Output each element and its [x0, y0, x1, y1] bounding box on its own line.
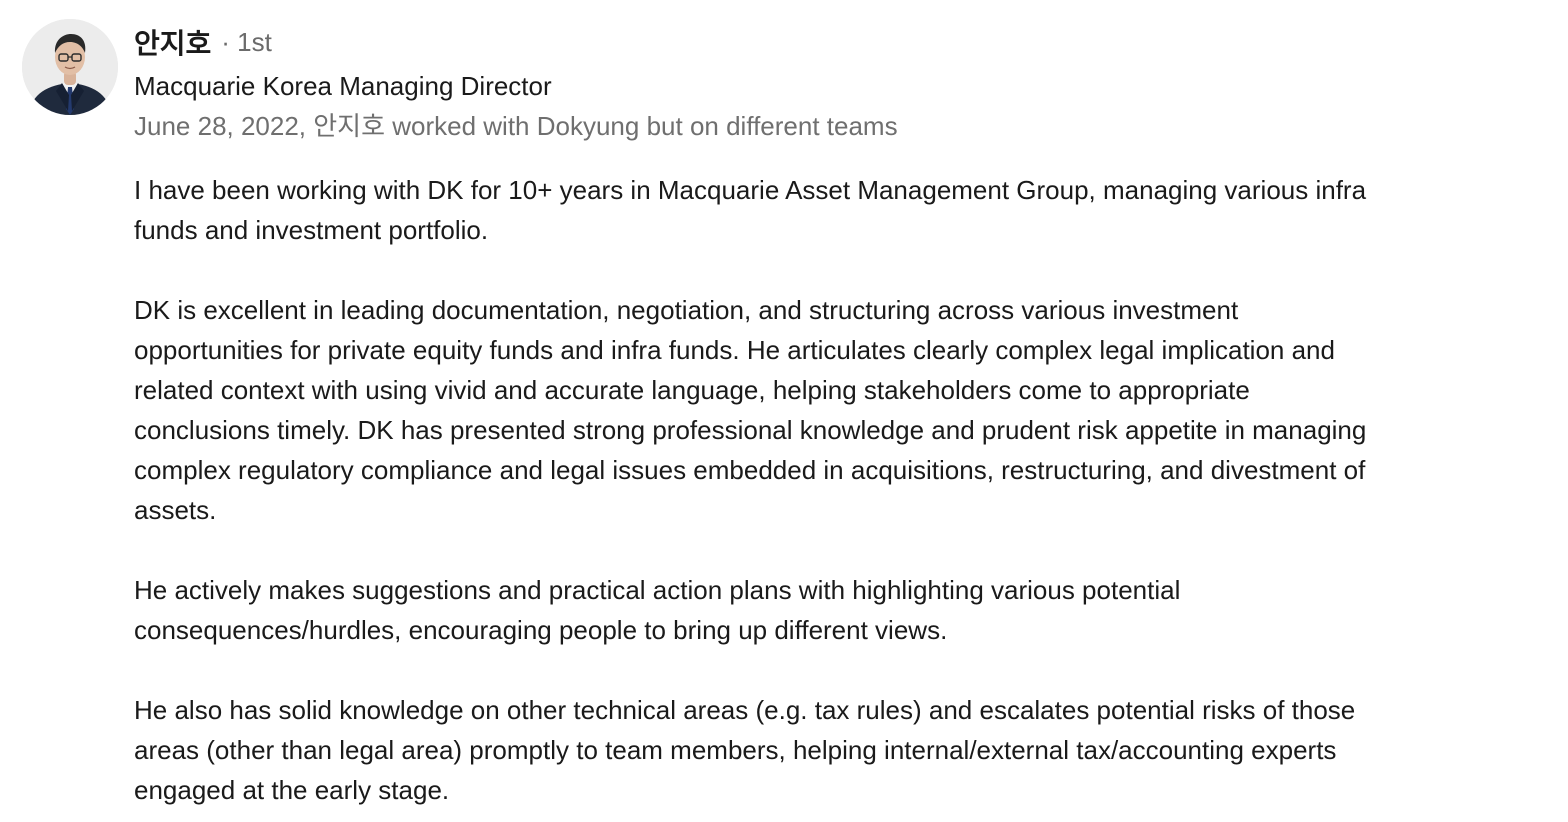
recommendation-paragraph: I have been working with DK for 10+ year… [134, 170, 1534, 250]
paragraph-line: engaged at the early stage. [134, 775, 450, 805]
paragraph-line: He also has solid knowledge on other tec… [134, 695, 1356, 725]
profile-photo-icon [22, 19, 118, 115]
recommendation-paragraph: He actively makes suggestions and practi… [134, 570, 1534, 650]
recommendation-meta: June 28, 2022, 안지호 worked with Dokyung b… [134, 111, 898, 141]
paragraph-line: complex regulatory compliance and legal … [134, 455, 1366, 485]
connection-degree: · 1st [221, 26, 272, 57]
paragraph-line: related context with using vivid and acc… [134, 375, 1250, 405]
paragraph-line: opportunities for private equity funds a… [134, 335, 1335, 365]
author-name[interactable]: 안지호 [134, 28, 212, 59]
paragraph-line: areas (other than legal area) promptly t… [134, 735, 1337, 765]
paragraph-line: DK is excellent in leading documentation… [134, 295, 1239, 325]
recommendation-paragraph: DK is excellent in leading documentation… [134, 290, 1534, 530]
author-avatar[interactable] [22, 19, 118, 115]
paragraph-line: assets. [134, 495, 217, 525]
paragraph-line: consequences/hurdles, encouraging people… [134, 615, 948, 645]
paragraph-line: funds and investment portfolio. [134, 215, 489, 245]
recommendation-content: 안지호 · 1st Macquarie Korea Managing Direc… [134, 18, 1534, 810]
paragraph-line: I have been working with DK for 10+ year… [134, 175, 1367, 205]
author-name-row: 안지호 · 1st [134, 18, 1534, 66]
paragraph-line: conclusions timely. DK has presented str… [134, 415, 1367, 445]
author-headline: Macquarie Korea Managing Director [134, 71, 552, 101]
paragraph-line: He actively makes suggestions and practi… [134, 575, 1181, 605]
recommendation-text: I have been working with DK for 10+ year… [134, 170, 1534, 810]
recommendation-paragraph: He also has solid knowledge on other tec… [134, 690, 1534, 810]
